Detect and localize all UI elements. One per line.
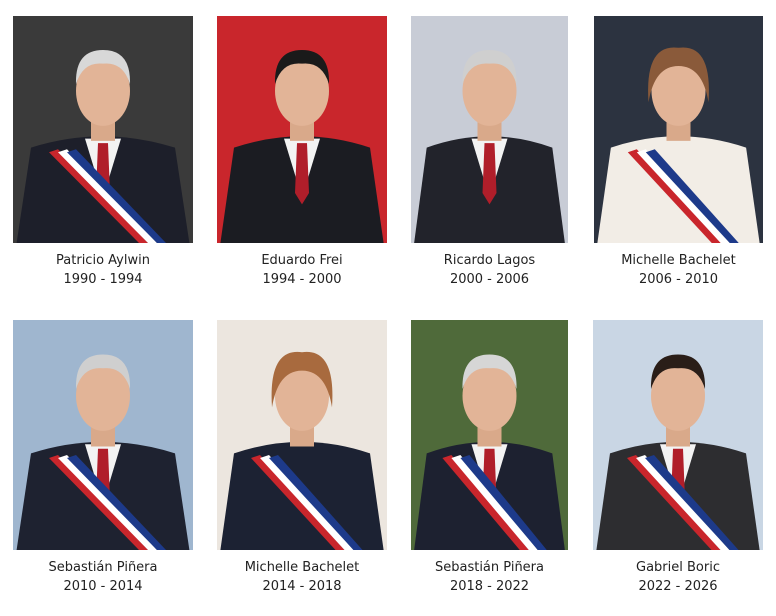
portrait (594, 16, 763, 243)
face (651, 55, 706, 126)
sash-stripe (67, 149, 166, 243)
sash-stripe (58, 455, 157, 550)
hair (75, 354, 131, 389)
face (462, 360, 517, 431)
face (462, 55, 517, 126)
portrait (411, 16, 568, 243)
sash-stripe (645, 455, 739, 550)
president-term: 2022 - 2026 (638, 579, 718, 594)
hair (462, 354, 517, 389)
portrait (13, 16, 193, 243)
president-name: Michelle Bachelet (621, 253, 736, 268)
sash-stripe (67, 455, 166, 550)
face (275, 360, 329, 431)
hair (271, 351, 333, 408)
face (76, 55, 130, 126)
president-name: Eduardo Frei (261, 253, 343, 268)
president-term: 2014 - 2018 (262, 579, 342, 594)
president-term: 2006 - 2010 (638, 272, 719, 287)
sash-stripe (627, 149, 721, 243)
president-name: Sebastián Piñera (48, 560, 158, 575)
sash-stripe (251, 455, 345, 550)
president-name: Michelle Bachelet (244, 560, 360, 575)
president-term: 1994 - 2000 (262, 272, 342, 287)
hair (650, 354, 706, 389)
president-name: Sebastián Piñera (434, 560, 544, 575)
tie (482, 143, 497, 205)
sash-stripe (260, 455, 354, 550)
portrait (593, 320, 763, 550)
tie (295, 143, 309, 205)
president-term: 1990 - 1994 (63, 272, 143, 287)
president-term: 2010 - 2014 (63, 579, 143, 594)
face (651, 360, 705, 431)
hair (462, 50, 517, 85)
hair (274, 50, 330, 85)
president-name: Ricardo Lagos (443, 253, 536, 268)
sash-stripe (636, 455, 730, 550)
president-name: Patricio Aylwin (56, 253, 150, 268)
portrait (217, 320, 387, 550)
sash-stripe (645, 149, 739, 243)
hair (648, 47, 709, 103)
sash-stripe (58, 149, 157, 243)
president-term: 2000 - 2006 (449, 272, 530, 287)
sash-stripe (442, 455, 529, 550)
sash-stripe (269, 455, 363, 550)
president-term: 2018 - 2022 (449, 579, 530, 594)
sash-stripe (636, 149, 730, 243)
sash-stripe (627, 455, 721, 550)
portrait (217, 16, 387, 243)
sash-stripe (451, 455, 538, 550)
sash-stripe (49, 455, 148, 550)
president-name: Gabriel Boric (636, 560, 720, 575)
portrait (13, 320, 193, 550)
face (275, 55, 329, 126)
hair (75, 50, 131, 85)
sash-stripe (49, 149, 148, 243)
portrait (411, 320, 568, 550)
sash-stripe (460, 455, 547, 550)
face (76, 360, 130, 431)
